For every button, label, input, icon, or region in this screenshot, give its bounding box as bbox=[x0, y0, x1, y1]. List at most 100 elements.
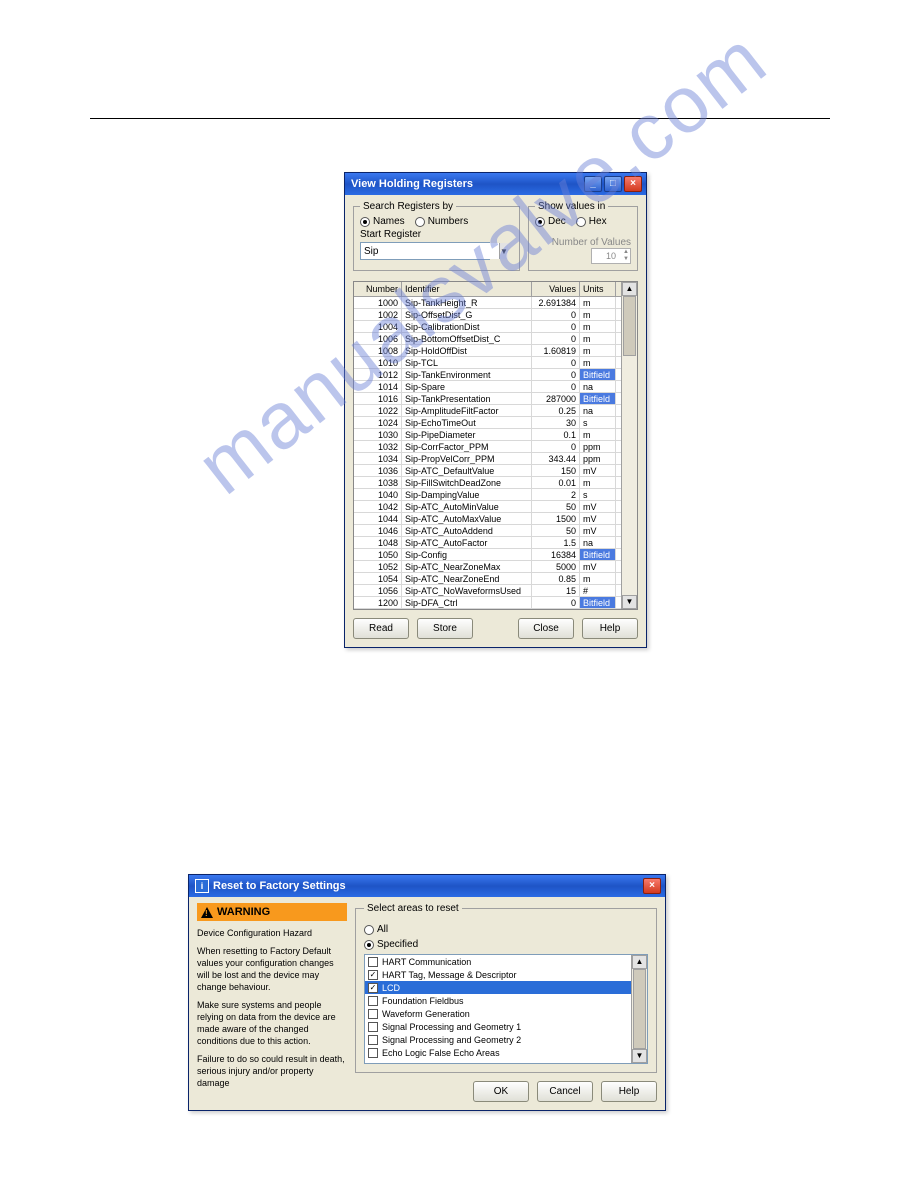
number-of-values-spinner[interactable]: 10 bbox=[591, 248, 631, 264]
list-item[interactable]: Signal Processing and Geometry 2 bbox=[365, 1033, 631, 1046]
table-row[interactable]: 1052Sip-ATC_NearZoneMax5000mV bbox=[354, 561, 621, 573]
cancel-button[interactable]: Cancel bbox=[537, 1081, 593, 1102]
scroll-up-icon[interactable]: ▲ bbox=[622, 282, 637, 296]
table-row[interactable]: 1030Sip-PipeDiameter0.1m bbox=[354, 429, 621, 441]
list-item[interactable]: HART Communication bbox=[365, 955, 631, 968]
close-button-2[interactable]: × bbox=[643, 878, 661, 894]
read-button[interactable]: Read bbox=[353, 618, 409, 639]
close-button[interactable]: × bbox=[624, 176, 642, 192]
table-row[interactable]: 1044Sip-ATC_AutoMaxValue1500mV bbox=[354, 513, 621, 525]
cell-unit: # bbox=[580, 585, 616, 596]
ok-button[interactable]: OK bbox=[473, 1081, 529, 1102]
cell-identifier: Sip-PropVelCorr_PPM bbox=[402, 453, 532, 464]
close-button-footer[interactable]: Close bbox=[518, 618, 574, 639]
col-values[interactable]: Values bbox=[532, 282, 580, 296]
checkbox-icon[interactable] bbox=[368, 957, 378, 967]
list-item[interactable]: Waveform Generation bbox=[365, 1007, 631, 1020]
list-item[interactable]: ✓HART Tag, Message & Descriptor bbox=[365, 968, 631, 981]
help-button-2[interactable]: Help bbox=[601, 1081, 657, 1102]
table-row[interactable]: 1034Sip-PropVelCorr_PPM343.44ppm bbox=[354, 453, 621, 465]
maximize-button[interactable]: □ bbox=[604, 176, 622, 192]
radio-hex[interactable]: Hex bbox=[576, 216, 607, 227]
radio-all[interactable]: All bbox=[364, 924, 648, 935]
minimize-button[interactable]: _ bbox=[584, 176, 602, 192]
table-row[interactable]: 1000Sip-TankHeight_R2.691384m bbox=[354, 297, 621, 309]
select-areas-legend: Select areas to reset bbox=[364, 903, 462, 914]
cell-value: 16384 bbox=[532, 549, 580, 560]
table-row[interactable]: 1046Sip-ATC_AutoAddend50mV bbox=[354, 525, 621, 537]
cell-value: 50 bbox=[532, 525, 580, 536]
cell-value: 0 bbox=[532, 333, 580, 344]
scroll-thumb[interactable] bbox=[623, 296, 636, 356]
warning-heading-text: WARNING bbox=[217, 906, 270, 918]
col-number[interactable]: Number bbox=[354, 282, 402, 296]
cell-unit: m bbox=[580, 345, 616, 356]
checkbox-icon[interactable] bbox=[368, 1035, 378, 1045]
table-row[interactable]: 1014Sip-Spare0na bbox=[354, 381, 621, 393]
table-row[interactable]: 1024Sip-EchoTimeOut30s bbox=[354, 417, 621, 429]
list-item[interactable]: Signal Processing and Geometry 1 bbox=[365, 1020, 631, 1033]
radio-all-label: All bbox=[377, 924, 388, 935]
list-item[interactable]: Echo Logic False Echo Areas bbox=[365, 1046, 631, 1059]
cell-identifier: Sip-ATC_AutoMaxValue bbox=[402, 513, 532, 524]
radio-numbers[interactable]: Numbers bbox=[415, 216, 469, 227]
list-scroll-down-icon[interactable]: ▼ bbox=[632, 1049, 647, 1063]
table-row[interactable]: 1056Sip-ATC_NoWaveformsUsed15# bbox=[354, 585, 621, 597]
col-identifier[interactable]: Identifier bbox=[402, 282, 532, 296]
table-row[interactable]: 1048Sip-ATC_AutoFactor1.5na bbox=[354, 537, 621, 549]
cell-identifier: Sip-EchoTimeOut bbox=[402, 417, 532, 428]
store-button[interactable]: Store bbox=[417, 618, 473, 639]
warning-p1: When resetting to Factory Default values… bbox=[197, 945, 347, 993]
start-register-combo[interactable]: ▼ bbox=[360, 242, 490, 260]
radio-hex-label: Hex bbox=[589, 216, 607, 227]
checkbox-icon[interactable] bbox=[368, 1009, 378, 1019]
col-units[interactable]: Units bbox=[580, 282, 616, 296]
checkbox-icon[interactable] bbox=[368, 1048, 378, 1058]
start-register-input[interactable] bbox=[361, 243, 499, 259]
cell-number: 1014 bbox=[354, 381, 402, 392]
table-row[interactable]: 1042Sip-ATC_AutoMinValue50mV bbox=[354, 501, 621, 513]
list-item-label: Echo Logic False Echo Areas bbox=[382, 1048, 500, 1058]
table-row[interactable]: 1022Sip-AmplitudeFiltFactor0.25na bbox=[354, 405, 621, 417]
list-item[interactable]: Foundation Fieldbus bbox=[365, 994, 631, 1007]
cell-number: 1056 bbox=[354, 585, 402, 596]
table-row[interactable]: 1038Sip-FillSwitchDeadZone0.01m bbox=[354, 477, 621, 489]
table-row[interactable]: 1054Sip-ATC_NearZoneEnd0.85m bbox=[354, 573, 621, 585]
table-row[interactable]: 1032Sip-CorrFactor_PPM0ppm bbox=[354, 441, 621, 453]
list-scrollbar[interactable]: ▲ ▼ bbox=[631, 955, 647, 1063]
list-scroll-up-icon[interactable]: ▲ bbox=[632, 955, 647, 969]
scroll-down-icon[interactable]: ▼ bbox=[622, 595, 637, 609]
table-row[interactable]: 1004Sip-CalibrationDist0m bbox=[354, 321, 621, 333]
table-row[interactable]: 1200Sip-DFA_Ctrl0Bitfield bbox=[354, 597, 621, 609]
cell-value: 0.85 bbox=[532, 573, 580, 584]
help-button[interactable]: Help bbox=[582, 618, 638, 639]
radio-specified[interactable]: Specified bbox=[364, 939, 648, 950]
checkbox-icon[interactable] bbox=[368, 1022, 378, 1032]
table-row[interactable]: 1012Sip-TankEnvironment0Bitfield bbox=[354, 369, 621, 381]
radio-names[interactable]: Names bbox=[360, 216, 405, 227]
cell-number: 1200 bbox=[354, 597, 402, 608]
cell-value: 2 bbox=[532, 489, 580, 500]
radio-dec[interactable]: Dec bbox=[535, 216, 566, 227]
table-row[interactable]: 1002Sip-OffsetDist_G0m bbox=[354, 309, 621, 321]
table-row[interactable]: 1010Sip-TCL0m bbox=[354, 357, 621, 369]
checkbox-icon[interactable]: ✓ bbox=[368, 983, 378, 993]
table-row[interactable]: 1016Sip-TankPresentation287000Bitfield bbox=[354, 393, 621, 405]
checkbox-icon[interactable] bbox=[368, 996, 378, 1006]
table-row[interactable]: 1006Sip-BottomOffsetDist_C0m bbox=[354, 333, 621, 345]
cell-value: 287000 bbox=[532, 393, 580, 404]
cell-identifier: Sip-ATC_NoWaveformsUsed bbox=[402, 585, 532, 596]
list-scroll-thumb[interactable] bbox=[633, 969, 646, 1049]
list-item-label: HART Communication bbox=[382, 957, 471, 967]
table-row[interactable]: 1040Sip-DampingValue2s bbox=[354, 489, 621, 501]
cell-unit: mV bbox=[580, 525, 616, 536]
list-item[interactable]: ✓LCD bbox=[365, 981, 631, 994]
vertical-scrollbar[interactable]: ▲ ▼ bbox=[621, 282, 637, 609]
table-row[interactable]: 1036Sip-ATC_DefaultValue150mV bbox=[354, 465, 621, 477]
combo-arrow-icon[interactable]: ▼ bbox=[499, 243, 508, 259]
cell-value: 0 bbox=[532, 381, 580, 392]
table-row[interactable]: 1008Sip-HoldOffDist1.60819m bbox=[354, 345, 621, 357]
window-holding-registers: View Holding Registers _ □ × Search Regi… bbox=[344, 172, 647, 648]
table-row[interactable]: 1050Sip-Config16384Bitfield bbox=[354, 549, 621, 561]
checkbox-icon[interactable]: ✓ bbox=[368, 970, 378, 980]
